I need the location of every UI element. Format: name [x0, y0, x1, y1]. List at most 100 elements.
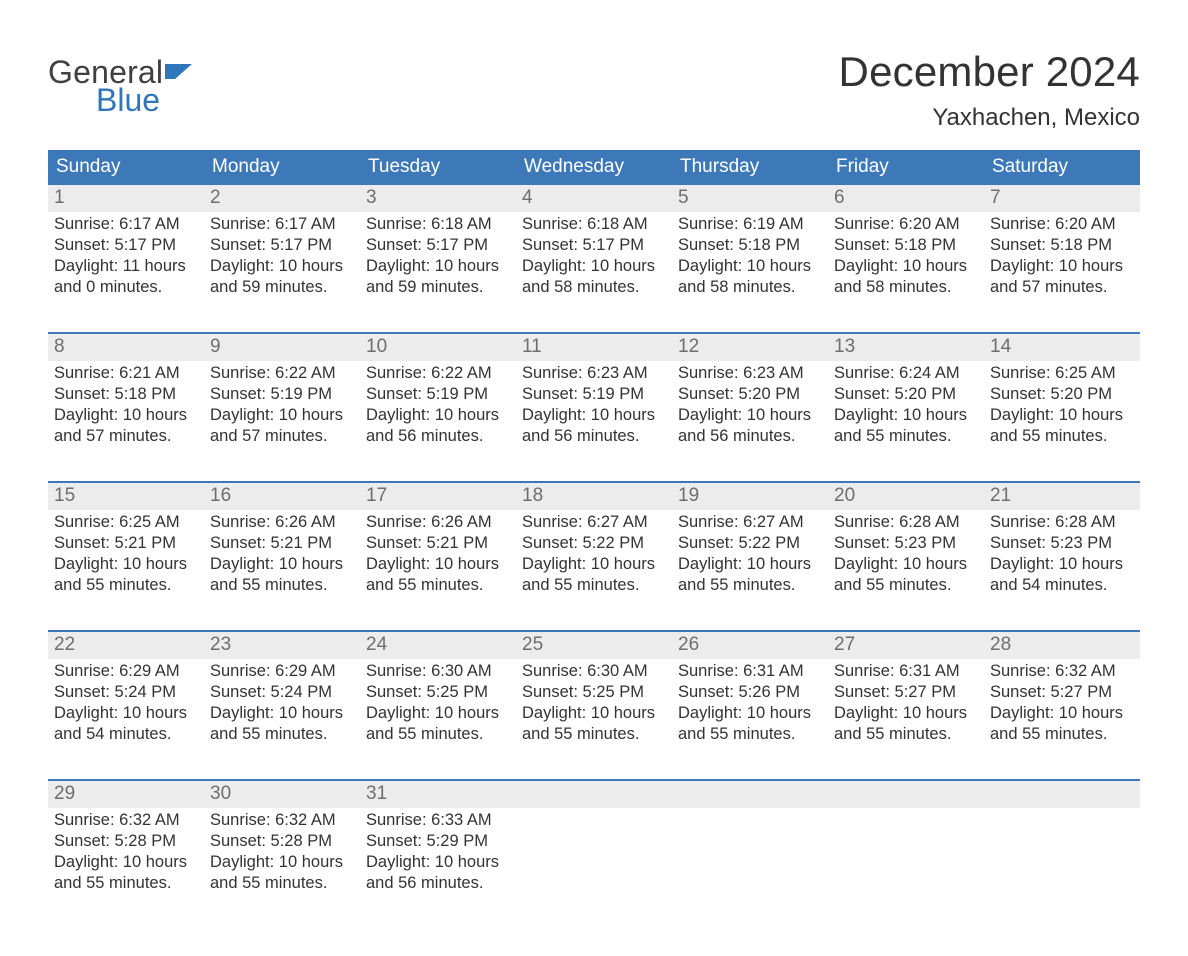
daylight-line: Daylight: 10 hours and 54 minutes. — [54, 703, 198, 745]
sunrise-line: Sunrise: 6:27 AM — [678, 512, 822, 533]
page: General Blue December 2024 Yaxhachen, Me… — [0, 0, 1188, 956]
day-cell: Sunrise: 6:20 AMSunset: 5:18 PMDaylight:… — [984, 212, 1140, 320]
day-cell: Sunrise: 6:23 AMSunset: 5:20 PMDaylight:… — [672, 361, 828, 469]
weekday-header: Sunday — [48, 150, 204, 185]
day-cell — [984, 808, 1140, 916]
day-cell: Sunrise: 6:32 AMSunset: 5:27 PMDaylight:… — [984, 659, 1140, 767]
day-detail-row: Sunrise: 6:25 AMSunset: 5:21 PMDaylight:… — [48, 510, 1140, 618]
day-cell: Sunrise: 6:31 AMSunset: 5:26 PMDaylight:… — [672, 659, 828, 767]
sunrise-line: Sunrise: 6:17 AM — [210, 214, 354, 235]
sunrise-line: Sunrise: 6:32 AM — [54, 810, 198, 831]
sunrise-line: Sunrise: 6:17 AM — [54, 214, 198, 235]
weekday-header: Tuesday — [360, 150, 516, 185]
sunset-line: Sunset: 5:28 PM — [54, 831, 198, 852]
day-number: 23 — [204, 632, 360, 659]
daylight-line: Daylight: 10 hours and 55 minutes. — [834, 703, 978, 745]
sunrise-line: Sunrise: 6:31 AM — [834, 661, 978, 682]
daylight-line: Daylight: 10 hours and 56 minutes. — [366, 405, 510, 447]
day-number: 10 — [360, 334, 516, 361]
daylight-line: Daylight: 10 hours and 55 minutes. — [54, 554, 198, 596]
day-cell: Sunrise: 6:24 AMSunset: 5:20 PMDaylight:… — [828, 361, 984, 469]
sunset-line: Sunset: 5:18 PM — [834, 235, 978, 256]
sunrise-line: Sunrise: 6:21 AM — [54, 363, 198, 384]
sunrise-line: Sunrise: 6:30 AM — [522, 661, 666, 682]
sunrise-line: Sunrise: 6:33 AM — [366, 810, 510, 831]
daylight-line: Daylight: 10 hours and 58 minutes. — [834, 256, 978, 298]
sunrise-line: Sunrise: 6:28 AM — [990, 512, 1134, 533]
day-cell: Sunrise: 6:27 AMSunset: 5:22 PMDaylight:… — [672, 510, 828, 618]
sunrise-line: Sunrise: 6:26 AM — [210, 512, 354, 533]
sunrise-line: Sunrise: 6:22 AM — [210, 363, 354, 384]
daylight-line: Daylight: 10 hours and 57 minutes. — [54, 405, 198, 447]
weekday-header: Thursday — [672, 150, 828, 185]
daylight-line: Daylight: 10 hours and 58 minutes. — [678, 256, 822, 298]
sunrise-line: Sunrise: 6:18 AM — [366, 214, 510, 235]
sunset-line: Sunset: 5:26 PM — [678, 682, 822, 703]
day-number: 25 — [516, 632, 672, 659]
day-cell: Sunrise: 6:26 AMSunset: 5:21 PMDaylight:… — [204, 510, 360, 618]
day-number: 18 — [516, 483, 672, 510]
day-cell: Sunrise: 6:33 AMSunset: 5:29 PMDaylight:… — [360, 808, 516, 916]
day-number: 17 — [360, 483, 516, 510]
header: General Blue December 2024 Yaxhachen, Me… — [48, 48, 1140, 132]
day-number: 26 — [672, 632, 828, 659]
sunset-line: Sunset: 5:24 PM — [54, 682, 198, 703]
day-cell — [672, 808, 828, 916]
day-cell: Sunrise: 6:23 AMSunset: 5:19 PMDaylight:… — [516, 361, 672, 469]
sunset-line: Sunset: 5:28 PM — [210, 831, 354, 852]
daylight-line: Daylight: 10 hours and 55 minutes. — [522, 703, 666, 745]
daylight-line: Daylight: 10 hours and 54 minutes. — [990, 554, 1134, 596]
day-number: 28 — [984, 632, 1140, 659]
sunrise-line: Sunrise: 6:26 AM — [366, 512, 510, 533]
day-cell: Sunrise: 6:22 AMSunset: 5:19 PMDaylight:… — [360, 361, 516, 469]
day-cell: Sunrise: 6:28 AMSunset: 5:23 PMDaylight:… — [828, 510, 984, 618]
day-number: 4 — [516, 185, 672, 212]
day-number: 6 — [828, 185, 984, 212]
sunset-line: Sunset: 5:20 PM — [834, 384, 978, 405]
day-number — [828, 781, 984, 808]
title-block: December 2024 Yaxhachen, Mexico — [839, 48, 1140, 132]
day-cell: Sunrise: 6:25 AMSunset: 5:20 PMDaylight:… — [984, 361, 1140, 469]
sunset-line: Sunset: 5:22 PM — [522, 533, 666, 554]
day-cell: Sunrise: 6:18 AMSunset: 5:17 PMDaylight:… — [516, 212, 672, 320]
daylight-line: Daylight: 10 hours and 55 minutes. — [366, 703, 510, 745]
day-number: 9 — [204, 334, 360, 361]
day-number: 8 — [48, 334, 204, 361]
day-cell: Sunrise: 6:20 AMSunset: 5:18 PMDaylight:… — [828, 212, 984, 320]
sunrise-line: Sunrise: 6:32 AM — [990, 661, 1134, 682]
sunrise-line: Sunrise: 6:31 AM — [678, 661, 822, 682]
weekday-header: Saturday — [984, 150, 1140, 185]
day-cell — [828, 808, 984, 916]
sunset-line: Sunset: 5:21 PM — [366, 533, 510, 554]
day-number — [516, 781, 672, 808]
sunset-line: Sunset: 5:17 PM — [210, 235, 354, 256]
daylight-line: Daylight: 10 hours and 58 minutes. — [522, 256, 666, 298]
weekday-header: Wednesday — [516, 150, 672, 185]
day-number: 21 — [984, 483, 1140, 510]
day-number: 13 — [828, 334, 984, 361]
sunset-line: Sunset: 5:24 PM — [210, 682, 354, 703]
sunset-line: Sunset: 5:18 PM — [678, 235, 822, 256]
sunrise-line: Sunrise: 6:20 AM — [990, 214, 1134, 235]
daylight-line: Daylight: 10 hours and 55 minutes. — [678, 703, 822, 745]
day-number: 11 — [516, 334, 672, 361]
daylight-line: Daylight: 10 hours and 55 minutes. — [210, 703, 354, 745]
sunset-line: Sunset: 5:18 PM — [54, 384, 198, 405]
daylight-line: Daylight: 10 hours and 55 minutes. — [678, 554, 822, 596]
sunrise-line: Sunrise: 6:23 AM — [522, 363, 666, 384]
day-cell: Sunrise: 6:19 AMSunset: 5:18 PMDaylight:… — [672, 212, 828, 320]
day-cell: Sunrise: 6:26 AMSunset: 5:21 PMDaylight:… — [360, 510, 516, 618]
day-number-row: 891011121314 — [48, 334, 1140, 361]
sunset-line: Sunset: 5:23 PM — [990, 533, 1134, 554]
day-cell: Sunrise: 6:27 AMSunset: 5:22 PMDaylight:… — [516, 510, 672, 618]
sunset-line: Sunset: 5:19 PM — [210, 384, 354, 405]
day-number: 16 — [204, 483, 360, 510]
day-cell: Sunrise: 6:21 AMSunset: 5:18 PMDaylight:… — [48, 361, 204, 469]
day-number-row: 1234567 — [48, 185, 1140, 212]
logo-text-blue: Blue — [96, 84, 193, 118]
sunset-line: Sunset: 5:17 PM — [522, 235, 666, 256]
daylight-line: Daylight: 10 hours and 59 minutes. — [366, 256, 510, 298]
weekday-header: Monday — [204, 150, 360, 185]
location: Yaxhachen, Mexico — [839, 104, 1140, 132]
sunrise-line: Sunrise: 6:23 AM — [678, 363, 822, 384]
